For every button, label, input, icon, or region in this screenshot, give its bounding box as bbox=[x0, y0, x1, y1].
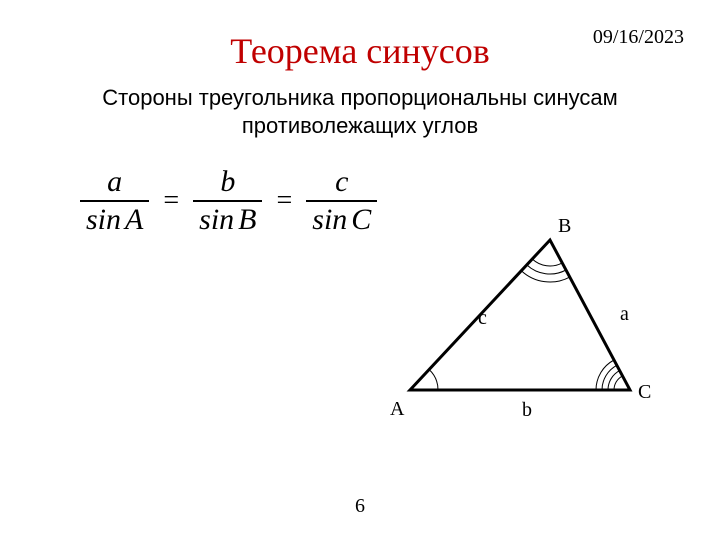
numerator-b: b bbox=[214, 166, 241, 200]
triangle-diagram: A B C a b c bbox=[380, 220, 680, 440]
equals-2: = bbox=[276, 185, 292, 217]
denominator-b: sinB bbox=[193, 200, 262, 236]
sin-arg-a: A bbox=[121, 203, 143, 236]
sin-func-c: sin bbox=[312, 203, 347, 236]
sine-law-formula: a sinA = b sinB = c sinC bbox=[80, 166, 377, 235]
statement-line-1: Стороны треугольника пропорциональны син… bbox=[102, 85, 618, 110]
sin-arg-c: C bbox=[347, 203, 371, 236]
page-title: Теорема синусов bbox=[0, 30, 720, 72]
side-label-c: c bbox=[478, 307, 487, 329]
denominator-c: sinC bbox=[306, 200, 377, 236]
vertex-label-b: B bbox=[558, 215, 571, 237]
statement-line-2: противолежащих углов bbox=[242, 113, 478, 138]
triangle-shape bbox=[410, 240, 630, 390]
fraction-b: b sinB bbox=[193, 166, 262, 235]
side-label-b: b bbox=[522, 399, 532, 421]
triangle-svg: A B C a b c bbox=[380, 220, 680, 440]
fraction-a: a sinA bbox=[80, 166, 149, 235]
side-label-a: a bbox=[620, 303, 629, 325]
sin-func-b: sin bbox=[199, 203, 234, 236]
numerator-c: c bbox=[329, 166, 354, 200]
vertex-label-c: C bbox=[638, 381, 651, 403]
equals-1: = bbox=[163, 185, 179, 217]
vertex-label-a: A bbox=[390, 398, 405, 420]
numerator-a: a bbox=[101, 166, 128, 200]
sin-func-a: sin bbox=[86, 203, 121, 236]
page-number: 6 bbox=[0, 495, 720, 518]
denominator-a: sinA bbox=[80, 200, 149, 236]
theorem-statement: Стороны треугольника пропорциональны син… bbox=[0, 84, 720, 139]
sin-arg-b: B bbox=[234, 203, 256, 236]
fraction-c: c sinC bbox=[306, 166, 377, 235]
